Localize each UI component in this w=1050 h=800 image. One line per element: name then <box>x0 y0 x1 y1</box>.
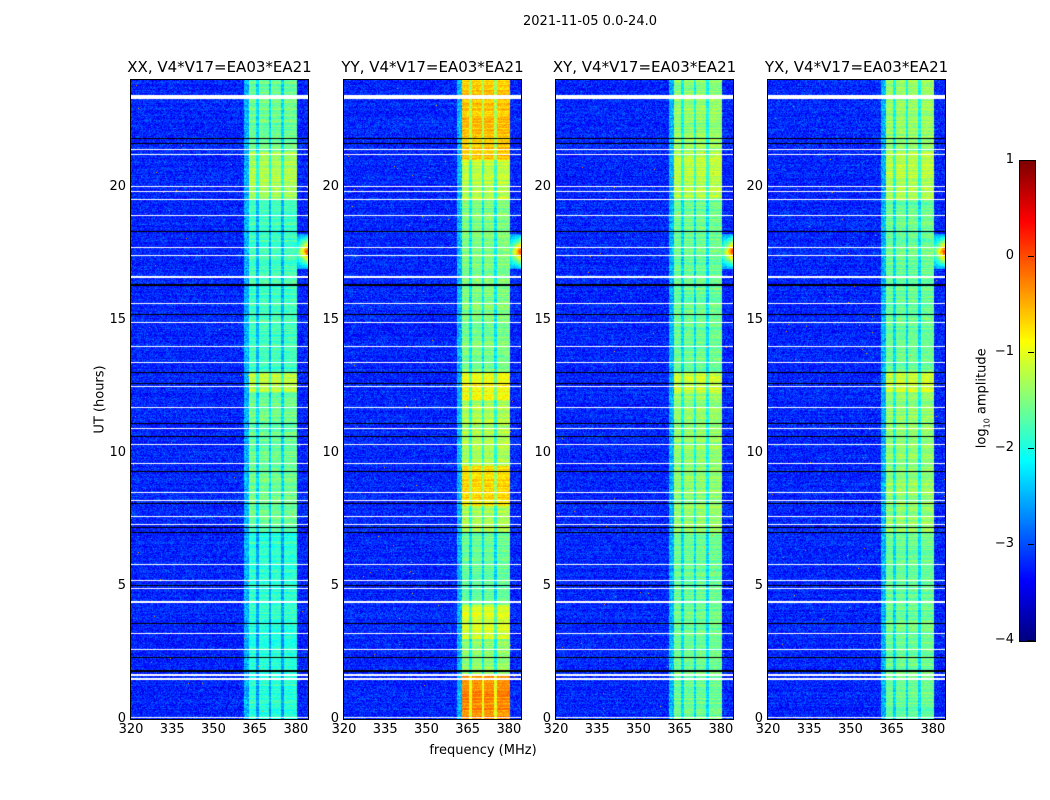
y-tick-label: 15 <box>322 311 339 327</box>
x-tick-label: 320 <box>331 722 357 737</box>
axes-frame <box>767 79 946 720</box>
y-tick-label: 5 <box>754 577 763 593</box>
heatmap-panel-1: XX, V4*V17=EA03*EA21 <box>127 58 312 720</box>
heatmap-panel-3: XY, V4*V17=EA03*EA21 <box>553 58 736 720</box>
y-tick-label: 20 <box>746 178 763 194</box>
x-tick-label: 380 <box>496 722 522 737</box>
x-tick-label: 365 <box>455 722 481 737</box>
y-tick-label: 15 <box>534 311 551 327</box>
x-tick-label: 320 <box>543 722 569 737</box>
x-tick-label: 380 <box>708 722 734 737</box>
y-tick-label: 20 <box>322 178 339 194</box>
y-tick-label: 20 <box>109 178 126 194</box>
colorbar-tick-label: −2 <box>994 440 1014 455</box>
heatmap-panel-2: YY, V4*V17=EA03*EA21 <box>341 58 524 720</box>
colorbar-label-base: 10 <box>982 418 992 429</box>
colorbar-gradient <box>1020 161 1035 641</box>
axes-frame <box>555 79 734 720</box>
heatmap-image <box>556 80 733 719</box>
x-tick-label: 350 <box>626 722 651 737</box>
x-axis-label: frequency (MHz) <box>429 743 537 758</box>
x-tick-label: 365 <box>242 722 268 737</box>
x-tick-label: 350 <box>201 722 226 737</box>
colorbar-tick-mark <box>1028 256 1034 257</box>
y-tick-label: 10 <box>746 444 763 460</box>
heatmap-image <box>344 80 521 719</box>
x-tick-label: 350 <box>838 722 863 737</box>
colorbar-tick-mark <box>1028 640 1034 641</box>
colorbar-tick-mark <box>1028 352 1034 353</box>
y-tick-label: 0 <box>542 711 551 726</box>
x-tick-label: 335 <box>796 722 822 737</box>
colorbar-tick-label: −3 <box>994 536 1014 551</box>
figure-title: 2021-11-05 0.0-24.0 <box>523 14 657 29</box>
y-tick-label: 0 <box>754 711 763 726</box>
x-tick-label: 335 <box>372 722 398 737</box>
axes-frame <box>130 79 309 720</box>
y-tick-label: 0 <box>117 711 126 726</box>
y-tick-label: 20 <box>534 178 551 194</box>
x-tick-label: 320 <box>755 722 781 737</box>
y-tick-label: 5 <box>542 577 551 593</box>
y-tick-label: 10 <box>322 444 339 460</box>
y-tick-label: 10 <box>109 444 126 460</box>
heatmap-image <box>131 80 308 719</box>
y-tick-label: 15 <box>109 311 126 327</box>
x-tick-label: 335 <box>584 722 610 737</box>
panel-title: XY, V4*V17=EA03*EA21 <box>552 58 737 76</box>
y-tick-label: 0 <box>330 711 339 726</box>
x-tick-label: 335 <box>159 722 185 737</box>
colorbar-tick-mark <box>1028 544 1034 545</box>
panel-title: YY, V4*V17=EA03*EA21 <box>341 58 524 76</box>
y-tick-label: 5 <box>117 577 126 593</box>
panel-title: YX, V4*V17=EA03*EA21 <box>764 58 949 76</box>
x-tick-label: 380 <box>920 722 946 737</box>
x-tick-label: 350 <box>414 722 439 737</box>
colorbar <box>1019 160 1036 642</box>
y-tick-label: 15 <box>746 311 763 327</box>
y-tick-label: 5 <box>330 577 339 593</box>
colorbar-tick-mark <box>1028 448 1034 449</box>
colorbar-tick-label: 0 <box>1005 248 1014 263</box>
x-tick-label: 380 <box>283 722 309 737</box>
y-tick-label: 10 <box>534 444 551 460</box>
panel-title: XX, V4*V17=EA03*EA21 <box>127 58 312 76</box>
heatmap-panel-4: YX, V4*V17=EA03*EA21 <box>765 58 948 720</box>
x-tick-label: 320 <box>118 722 144 737</box>
colorbar-tick-label: 1 <box>1005 152 1014 167</box>
colorbar-tick-mark <box>1028 160 1034 161</box>
y-axis-label: UT (hours) <box>92 365 108 434</box>
x-tick-label: 365 <box>667 722 693 737</box>
x-tick-label: 365 <box>879 722 905 737</box>
axes-frame <box>343 79 522 720</box>
heatmap-image <box>768 80 945 719</box>
colorbar-tick-label: −1 <box>994 344 1014 359</box>
colorbar-tick-label: −4 <box>994 632 1014 647</box>
